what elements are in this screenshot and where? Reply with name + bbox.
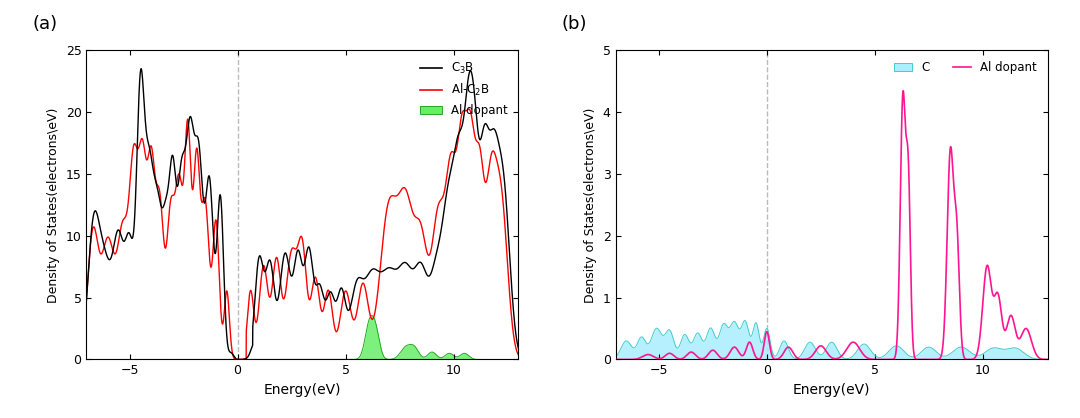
X-axis label: Energy(eV): Energy(eV) (793, 383, 870, 397)
Text: (b): (b) (562, 15, 588, 33)
Legend: C, Al dopant: C, Al dopant (889, 56, 1042, 79)
Y-axis label: Density of States(electrons\eV): Density of States(electrons\eV) (48, 107, 60, 303)
Text: (a): (a) (32, 15, 57, 33)
Legend: C$_3$B, Al-C$_2$B, Al dopant: C$_3$B, Al-C$_2$B, Al dopant (416, 56, 513, 122)
Y-axis label: Density of States(electrons\eV): Density of States(electrons\eV) (584, 107, 597, 303)
X-axis label: Energy(eV): Energy(eV) (264, 383, 341, 397)
